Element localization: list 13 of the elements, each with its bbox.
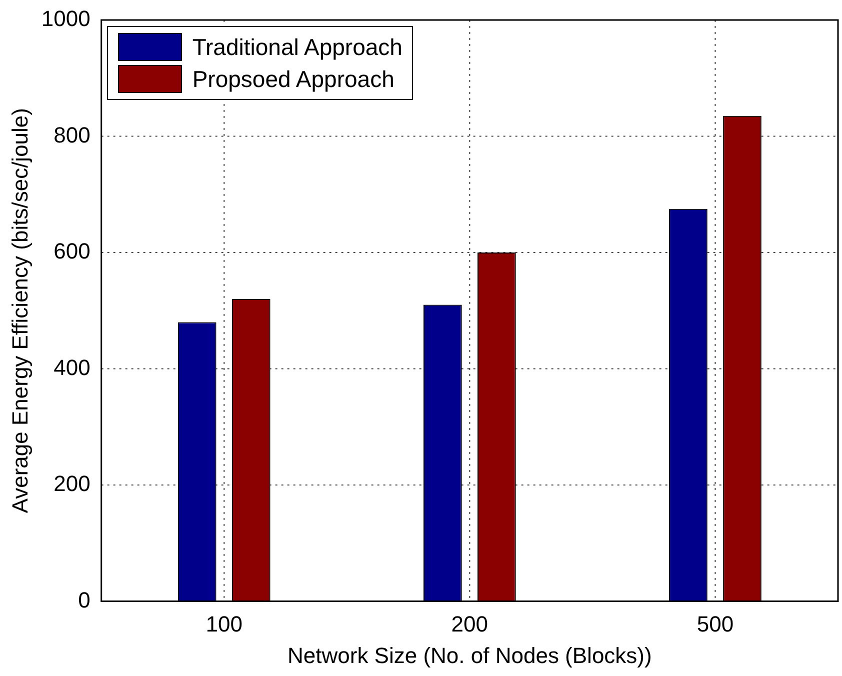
x-tick-label: 500 xyxy=(696,611,734,636)
y-tick-label: 200 xyxy=(54,471,90,496)
y-axis-title: Average Energy Efficiency (bits/sec/joule) xyxy=(7,108,32,514)
x-tick-label: 100 xyxy=(206,611,242,636)
x-axis-title: Network Size (No. of Nodes (Blocks)) xyxy=(288,642,652,668)
legend-label: Propsoed Approach xyxy=(192,66,394,92)
y-tick-label: 800 xyxy=(54,122,90,148)
y-tick-label: 0 xyxy=(78,587,90,612)
y-tick-label: 600 xyxy=(54,238,90,264)
y-tick-label: 1000 xyxy=(41,6,90,32)
y-tick-label: 400 xyxy=(54,354,90,380)
x-tick-label: 200 xyxy=(451,611,488,636)
legend-label: Traditional Approach xyxy=(192,34,402,60)
